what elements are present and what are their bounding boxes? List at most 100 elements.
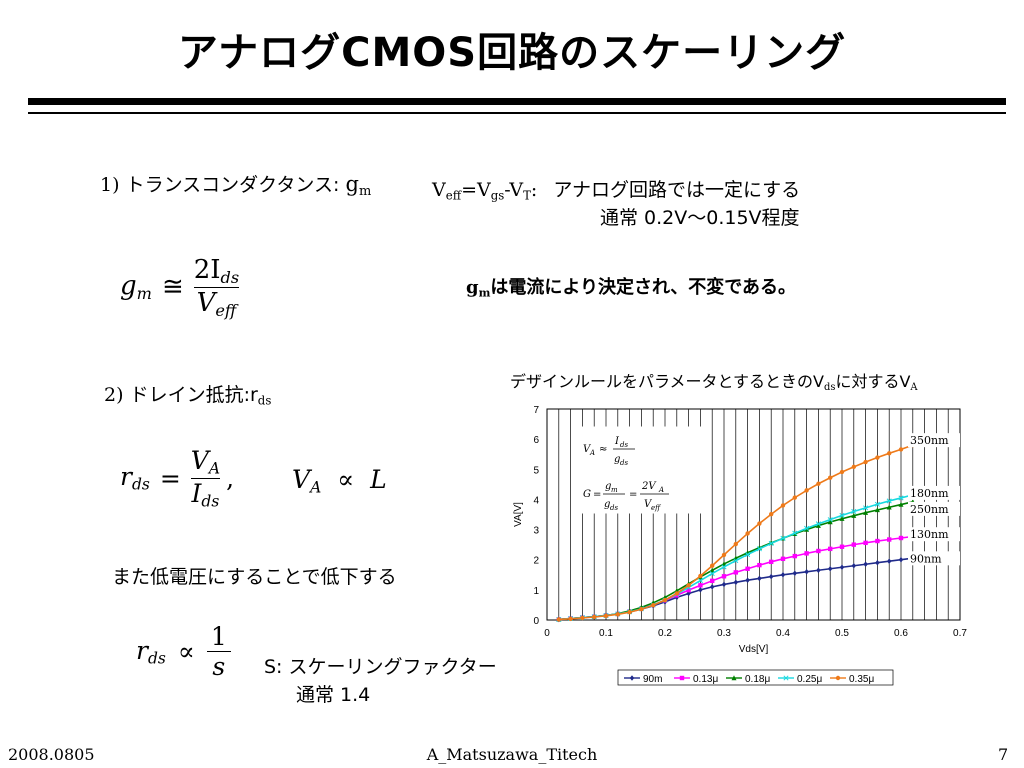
data-point (835, 675, 841, 681)
data-point (827, 519, 833, 525)
data-point (709, 567, 715, 573)
data-point (768, 540, 774, 546)
inset-bg (574, 426, 708, 514)
data-point (710, 563, 715, 568)
rds-fraction: VA Ids (190, 446, 221, 511)
end-label-250nm: 250nm (910, 503, 949, 516)
data-point (816, 548, 821, 554)
inset-text: V (583, 444, 592, 455)
data-point (863, 540, 868, 546)
data-point (780, 535, 786, 541)
veff-usual: 通常 0.2V～0.15V程度 (600, 207, 800, 229)
data-point (745, 531, 750, 536)
data-point (816, 481, 821, 486)
gm-numerator: 2Ids (193, 255, 240, 287)
data-point (851, 562, 856, 569)
data-point (887, 537, 892, 542)
end-label-180nm: 180nm (910, 487, 949, 500)
data-point (804, 488, 809, 493)
data-point (874, 507, 880, 513)
y-tick-label: 0 (533, 616, 539, 627)
data-point (721, 552, 727, 558)
footer-page-number: 7 (998, 745, 1009, 764)
data-point (851, 464, 856, 470)
gm-fraction: 2Ids Veff (193, 255, 240, 320)
data-point (792, 570, 797, 577)
gm-denominator: Veff (196, 287, 237, 320)
scaling-factor-note: S: スケーリングファクター (264, 656, 497, 678)
inset-text: ds (620, 459, 628, 467)
data-point (898, 495, 904, 501)
inset-text: ≈ (599, 444, 607, 455)
data-point (863, 459, 868, 465)
data-point (627, 609, 632, 615)
rds-formula: rds = VA Ids , (120, 446, 235, 511)
inset-text: I (614, 436, 620, 447)
data-point (815, 522, 821, 528)
data-point (674, 591, 679, 596)
data-point (851, 513, 857, 518)
inset-text: A (589, 449, 595, 457)
data-point (780, 556, 786, 562)
data-point (863, 561, 868, 568)
data-point (863, 505, 869, 511)
inset-text: 2V (641, 481, 657, 492)
data-point (757, 562, 762, 568)
section1-number: 1) (100, 174, 120, 196)
data-point (629, 675, 635, 681)
data-point (639, 606, 644, 612)
chart-caption: デザインルールをパラメータとするときのVdsに対するVA (510, 372, 918, 393)
data-point (615, 612, 620, 617)
data-point (804, 526, 810, 532)
inset-text: g (604, 499, 610, 510)
inset-text: = (593, 489, 601, 500)
section2-heading: 2) ドレイン抵抗:rds (104, 384, 272, 408)
section2-label: ドレイン抵抗:r (129, 384, 258, 406)
data-point (592, 614, 597, 620)
data-point (603, 613, 609, 618)
data-point (721, 581, 727, 588)
data-point (839, 469, 845, 475)
data-point (863, 509, 869, 515)
inset-text: A (658, 486, 664, 494)
low-voltage-note: また低電圧にすることで低下する (112, 566, 397, 588)
end-label-90nm: 90nm (910, 552, 942, 565)
inset-text: G (583, 489, 591, 500)
data-point (733, 558, 739, 564)
veff-definition: Veff=Vgs-VT: アナログ回路では一定にする (432, 175, 800, 203)
section1-symbol: gm (345, 172, 372, 199)
data-point (731, 675, 737, 681)
legend-label: 0.35μ (849, 674, 874, 685)
inset-text: g (605, 481, 611, 492)
inset-text: m (611, 486, 618, 494)
data-point (828, 546, 833, 552)
y-tick-label: 4 (533, 495, 539, 506)
data-point (828, 565, 833, 572)
section1-label: トランスコンダクタンス: (125, 174, 340, 196)
data-point (745, 552, 751, 558)
data-point (839, 564, 845, 571)
y-tick-label: 5 (533, 465, 539, 476)
y-axis-label: VA[V] (513, 502, 524, 527)
data-point (580, 615, 585, 621)
chart-inset-formulas: V A ≈I dsg dsG =g mg ds=2V AV eff (574, 426, 708, 514)
y-tick-label: 6 (533, 435, 539, 446)
data-point (875, 538, 880, 544)
data-point (851, 542, 856, 547)
data-point (697, 577, 703, 584)
data-point (898, 447, 904, 452)
data-point (710, 578, 715, 584)
y-tick-label: 1 (533, 586, 539, 597)
data-point (733, 570, 738, 575)
inset-text: ds (620, 441, 628, 449)
inset-text: ds (610, 504, 618, 512)
end-label-bg (908, 501, 960, 516)
inset-text: eff (651, 504, 661, 512)
data-point (792, 553, 797, 559)
data-point (887, 451, 892, 456)
data-point (792, 530, 798, 536)
data-point (757, 521, 762, 526)
legend-label: 0.25μ (797, 674, 822, 685)
data-point (804, 525, 810, 531)
data-point (733, 579, 738, 586)
